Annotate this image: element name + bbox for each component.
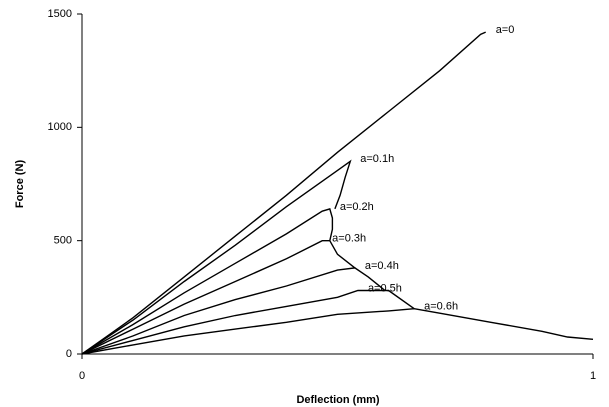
y-tick-label: 1000 (48, 121, 72, 133)
x-axis-label: Deflection (mm) (296, 394, 379, 406)
series-line (81, 267, 386, 355)
series-label: a=0.4h (365, 260, 399, 272)
series-line (81, 31, 486, 355)
series-line (81, 240, 356, 355)
series-label: a=0.6h (424, 301, 458, 313)
x-tick-label: 1 (590, 370, 596, 382)
y-tick-label: 1500 (48, 8, 72, 20)
series-label: a=0.5h (368, 282, 402, 294)
series-label: a=0.3h (332, 233, 366, 245)
series-label: a=0 (496, 24, 515, 36)
y-axis-label: Force (N) (14, 160, 26, 209)
series-line (81, 159, 352, 355)
x-tick-label: 0 (79, 370, 85, 382)
y-tick-label: 500 (54, 235, 72, 247)
series-line (81, 307, 594, 355)
series-line (81, 289, 415, 355)
series-label: a=0.1h (360, 153, 394, 165)
series-label: a=0.2h (340, 201, 374, 213)
y-tick-label: 0 (66, 348, 72, 360)
series-line (81, 208, 334, 355)
